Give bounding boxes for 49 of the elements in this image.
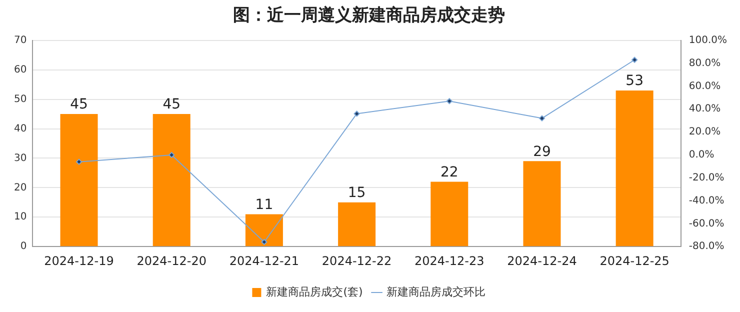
data-label: 45 <box>70 96 88 113</box>
x-tick-label: 2024-12-22 <box>322 254 392 268</box>
y-tick-label: 40 <box>14 123 27 134</box>
data-label: 11 <box>255 196 274 213</box>
x-tick-label: 2024-12-21 <box>229 254 300 268</box>
point <box>261 239 268 246</box>
y2-tick-label: 20.0% <box>688 126 721 138</box>
bar <box>60 114 98 246</box>
data-label: 15 <box>348 185 366 202</box>
y2-tick-label: 0.0% <box>688 150 714 161</box>
point <box>632 56 638 63</box>
data-label: 45 <box>162 96 181 113</box>
y2-tick-label: -40.0% <box>688 195 724 206</box>
x-tick-label: 2024-12-19 <box>44 254 114 268</box>
y2-tick-label: 40.0% <box>688 104 721 115</box>
data-label: 53 <box>626 73 644 90</box>
y-tick-label: 60 <box>14 64 27 76</box>
bar <box>152 114 190 246</box>
y2-tick-label: 60.0% <box>688 80 721 92</box>
y2-tick-label: -20.0% <box>688 172 724 184</box>
y-tick-label: 70 <box>14 34 27 46</box>
y2-tick-label: -80.0% <box>688 241 724 252</box>
y2-tick-label: -60.0% <box>688 218 724 230</box>
y-tick-label: 30 <box>14 152 27 164</box>
y-tick-label: 20 <box>14 182 27 194</box>
bar <box>245 214 283 246</box>
bar <box>430 182 468 246</box>
point <box>354 110 360 117</box>
legend-label: 新建商品房成交环比 <box>386 285 486 298</box>
y2-tick-label: 100.0% <box>688 34 728 46</box>
bar <box>338 202 376 246</box>
y-tick-label: 10 <box>14 212 27 223</box>
y-tick-label: 50 <box>14 94 27 105</box>
data-label: 29 <box>533 144 551 160</box>
chart-title: 图：近一周遵义新建商品房成交走势 <box>233 6 505 26</box>
x-tick-label: 2024-12-24 <box>507 254 577 268</box>
data-label: 22 <box>440 164 458 180</box>
x-tick-label: 2024-12-25 <box>600 254 670 268</box>
point <box>538 115 545 122</box>
point <box>168 152 175 158</box>
point <box>76 158 82 165</box>
bar <box>616 90 654 246</box>
x-tick-label: 2024-12-20 <box>136 254 206 268</box>
y2-tick-label: 80.0% <box>688 58 721 69</box>
y-tick-label: 0 <box>20 241 27 252</box>
legend-label: 新建商品房成交(套) <box>266 285 363 298</box>
point <box>446 98 452 104</box>
bar <box>523 161 561 246</box>
x-tick-label: 2024-12-23 <box>414 254 484 268</box>
